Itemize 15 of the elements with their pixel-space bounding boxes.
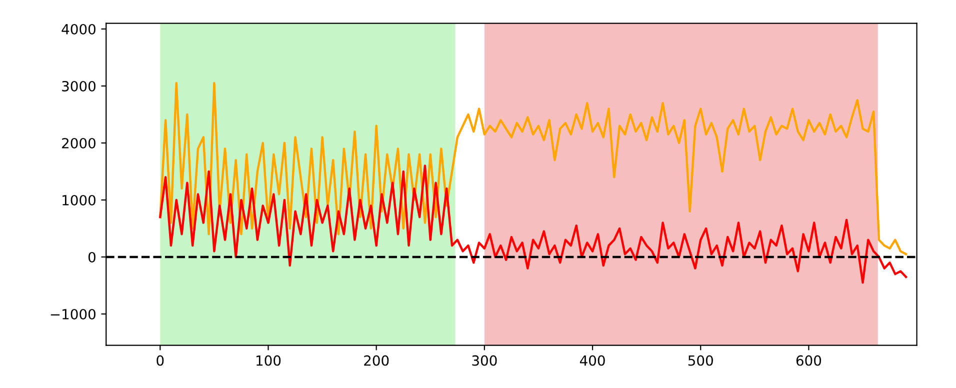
y-tick-label: 4000 <box>62 24 96 34</box>
line-series <box>159 82 908 256</box>
x-tick-label: 100 <box>256 355 281 366</box>
y-tick-label: 0 <box>88 252 96 262</box>
x-tick-label: 300 <box>472 355 497 366</box>
x-tick-label: 500 <box>688 355 713 366</box>
x-tick-label: 0 <box>156 355 164 366</box>
line-series <box>159 164 908 284</box>
y-tick-label: 1000 <box>62 194 96 206</box>
x-tick-label: 200 <box>364 355 389 366</box>
y-tick-label: 3000 <box>62 80 96 92</box>
x-tick-label: 600 <box>796 355 822 366</box>
y-tick-label: −1000 <box>50 308 96 320</box>
x-tick-label: 400 <box>580 355 605 366</box>
y-tick-label: 2000 <box>62 138 96 148</box>
